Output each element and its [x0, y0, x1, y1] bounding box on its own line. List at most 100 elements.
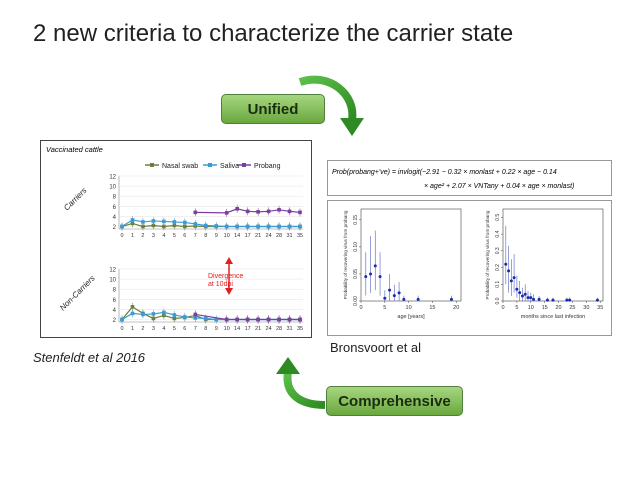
y-tick-label: 4 [113, 308, 117, 314]
data-point [551, 298, 555, 302]
x-tick-label: 17 [245, 233, 251, 239]
x-tick-label: 25 [569, 305, 575, 311]
legend-label-2: Probang [254, 163, 281, 170]
y-axis-label: Probability of recovering virus from pro… [343, 210, 348, 299]
x-tick-label: 1 [131, 326, 134, 332]
data-point [515, 287, 519, 291]
data-point [568, 298, 572, 302]
plot-frame [502, 208, 604, 302]
data-point [203, 223, 208, 228]
credit-bronsvoort: Bronsvoort et al [330, 340, 422, 355]
bronsvoort-figure: 0 5 10 15 20 0.00 0.05 0.10 0.15 age [years] Proba… [327, 200, 612, 336]
x-tick-label: 30 [583, 305, 589, 311]
formula-line1: Prob(probang+'ve) = invlogit(−2.91 − 0.3… [332, 169, 557, 176]
y-tick-label: 0.10 [353, 242, 359, 252]
data-point [383, 296, 387, 300]
y-tick-label: 0.00 [353, 296, 359, 306]
data-point [277, 224, 281, 229]
data-point [545, 298, 549, 302]
data-point [388, 288, 392, 292]
data-point [518, 291, 522, 295]
x-tick-label: 1 [131, 233, 134, 239]
data-point [193, 312, 198, 317]
bronsvoort-plot-1: 0 5 10 15 20 0.00 0.05 0.10 0.15 age [years] Proba… [343, 208, 462, 320]
y-tick-label: 4 [113, 215, 117, 221]
x-tick-label: 14 [234, 233, 240, 239]
x-tick-label: 5 [173, 326, 176, 332]
x-tick-label: 15 [542, 305, 548, 311]
data-point [245, 317, 250, 322]
data-point [529, 296, 533, 300]
data-point [287, 224, 292, 229]
x-axis-label: months since last infection [521, 314, 586, 320]
data-point [526, 296, 530, 300]
divergence-line1: Divergence [208, 273, 244, 280]
stenfeldt-figure: Vaccinated cattle Nasal swab Saliva Proban… [40, 140, 312, 338]
top-cycle-arrow [298, 75, 364, 136]
data-point [214, 317, 219, 322]
data-point [151, 316, 156, 321]
legend-label-1: Saliva [220, 163, 239, 170]
data-point [224, 224, 229, 229]
stenfeldt-title: Vaccinated cattle [46, 145, 103, 154]
data-point [595, 298, 599, 302]
bottom-cycle-arrow [276, 357, 326, 409]
data-point [369, 272, 373, 276]
data-point [266, 317, 271, 322]
data-point [141, 312, 145, 317]
x-tick-label: 9 [215, 233, 218, 239]
legend-marker-2 [242, 163, 246, 167]
legend-label-0: Nasal swab [162, 163, 198, 170]
data-point [162, 219, 166, 224]
data-point [130, 311, 135, 316]
unified-badge: Unified [221, 94, 325, 124]
data-point [193, 222, 198, 226]
x-tick-label: 4 [162, 326, 165, 332]
noncarriers-label: Non-Carriers [58, 274, 97, 313]
x-tick-label: 9 [215, 326, 218, 332]
x-tick-label: 8 [204, 233, 207, 239]
x-tick-label: 20 [555, 305, 561, 311]
data-point [520, 294, 524, 298]
data-point [141, 220, 145, 224]
data-point [245, 209, 250, 214]
data-point [214, 224, 219, 228]
y-tick-label: 0.2 [495, 264, 501, 271]
x-tick-label: 24 [266, 326, 272, 332]
data-point [245, 224, 250, 229]
x-tick-label: 6 [183, 326, 186, 332]
data-point [287, 317, 292, 322]
data-point [298, 317, 302, 322]
y-tick-label: 0.05 [353, 269, 359, 279]
x-tick-label: 3 [152, 233, 155, 239]
data-point [256, 224, 260, 229]
data-point [397, 291, 401, 295]
data-point [224, 317, 229, 322]
x-tick-label: 3 [152, 326, 155, 332]
x-tick-label: 21 [255, 233, 261, 239]
data-point [256, 317, 260, 322]
data-point [509, 279, 513, 283]
legend-marker-0 [150, 163, 154, 167]
data-point [277, 208, 281, 212]
data-point [183, 224, 187, 229]
x-tick-label: 7 [194, 326, 197, 332]
formula: Prob(probang+'ve) = invlogit(−2.91 − 0.3… [332, 169, 574, 190]
data-point [378, 275, 382, 279]
data-point [141, 224, 145, 229]
x-tick-label: 2 [141, 233, 144, 239]
y-tick-label: 12 [109, 175, 116, 181]
formula-line2: × age² + 2.07 × VNTany + 0.04 × age × mo… [424, 183, 574, 190]
data-point [537, 297, 541, 301]
y-tick-label: 6 [113, 205, 117, 211]
x-tick-label: 24 [266, 233, 272, 239]
stenfeldt-legend: Nasal swab Saliva Probang [145, 163, 281, 170]
data-point [256, 210, 260, 214]
formula-box: Prob(probang+'ve) = invlogit(−2.91 − 0.3… [327, 160, 612, 196]
data-point [183, 220, 187, 225]
data-point [277, 317, 281, 322]
x-tick-label: 17 [245, 326, 251, 332]
x-tick-label: 2 [141, 326, 144, 332]
x-tick-label: 5 [383, 305, 386, 311]
